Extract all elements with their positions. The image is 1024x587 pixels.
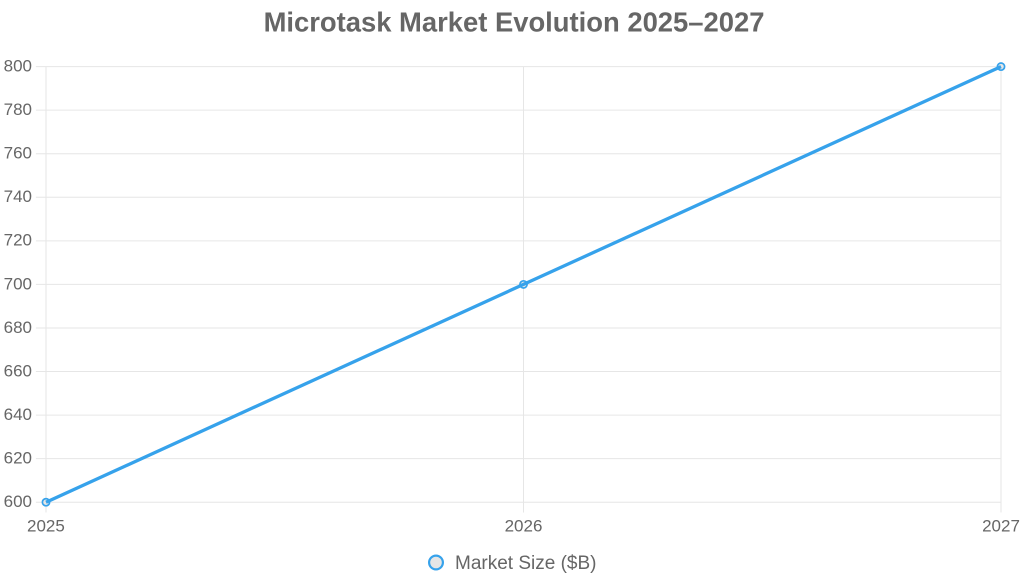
svg-text:600: 600 bbox=[4, 492, 32, 511]
svg-text:Microtask Market Evolution 202: Microtask Market Evolution 2025–2027 bbox=[264, 6, 765, 37]
svg-text:2027: 2027 bbox=[982, 516, 1020, 535]
svg-text:620: 620 bbox=[4, 449, 32, 468]
svg-text:740: 740 bbox=[4, 187, 32, 206]
svg-text:680: 680 bbox=[4, 318, 32, 337]
svg-text:720: 720 bbox=[4, 231, 32, 250]
svg-text:700: 700 bbox=[4, 274, 32, 293]
svg-text:Market Size ($B): Market Size ($B) bbox=[455, 553, 596, 574]
svg-text:2025: 2025 bbox=[27, 516, 65, 535]
svg-text:2026: 2026 bbox=[505, 516, 543, 535]
svg-text:780: 780 bbox=[4, 100, 32, 119]
svg-text:760: 760 bbox=[4, 144, 32, 163]
svg-text:800: 800 bbox=[4, 57, 32, 76]
svg-text:660: 660 bbox=[4, 361, 32, 380]
svg-text:640: 640 bbox=[4, 405, 32, 424]
